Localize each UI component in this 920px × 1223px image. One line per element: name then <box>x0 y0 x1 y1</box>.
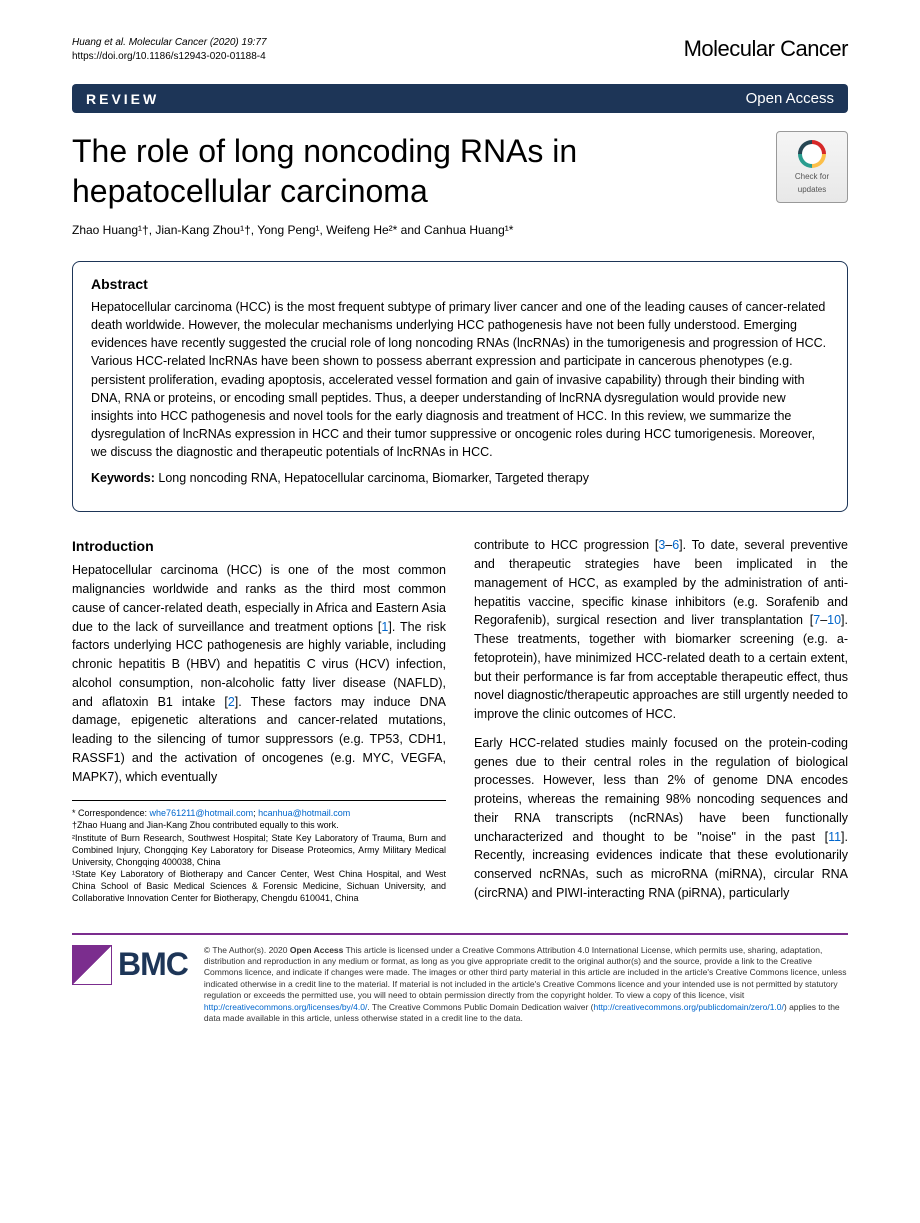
cc-by-link[interactable]: http://creativecommons.org/licenses/by/4… <box>204 1002 367 1012</box>
bmc-text: BMC <box>118 946 188 983</box>
abstract-body: Hepatocellular carcinoma (HCC) is the mo… <box>91 298 829 461</box>
bmc-logo: BMC <box>72 945 188 985</box>
equal-contrib: †Zhao Huang and Jian-Kang Zhou contribut… <box>72 819 446 831</box>
article-type-label: REVIEW <box>86 91 159 107</box>
running-header: Huang et al. Molecular Cancer (2020) 19:… <box>72 36 848 64</box>
author-list: Zhao Huang¹†, Jian-Kang Zhou¹†, Yong Pen… <box>72 223 848 237</box>
cc0-link[interactable]: http://creativecommons.org/publicdomain/… <box>593 1002 783 1012</box>
ref-11[interactable]: 11 <box>828 830 841 844</box>
open-access-bold: Open Access <box>290 945 344 955</box>
intro-para-2: contribute to HCC progression [3–6]. To … <box>474 536 848 724</box>
correspondence-line: * Correspondence: whe761211@hotmail.com;… <box>72 807 446 819</box>
intro-para-1: Hepatocellular carcinoma (HCC) is one of… <box>72 561 446 786</box>
abstract-box: Abstract Hepatocellular carcinoma (HCC) … <box>72 261 848 512</box>
introduction-heading: Introduction <box>72 536 446 557</box>
keywords-label: Keywords: <box>91 471 155 485</box>
affiliation-2: ²Institute of Burn Research, Southwest H… <box>72 832 446 868</box>
crossmark-line1: Check for <box>795 172 829 181</box>
left-column: Introduction Hepatocellular carcinoma (H… <box>72 536 446 912</box>
ref-2[interactable]: 2 <box>228 695 235 709</box>
citation-text: Huang et al. Molecular Cancer (2020) 19:… <box>72 36 267 50</box>
keywords-line: Keywords: Long noncoding RNA, Hepatocell… <box>91 469 829 487</box>
open-access-label: Open Access <box>746 90 834 107</box>
keywords-text: Long noncoding RNA, Hepatocellular carci… <box>155 471 589 485</box>
correspondence-footnotes: * Correspondence: whe761211@hotmail.com;… <box>72 800 446 904</box>
article-type-banner: REVIEW Open Access <box>72 84 848 113</box>
license-text: © The Author(s). 2020 Open Access This a… <box>204 945 848 1025</box>
ref-10[interactable]: 10 <box>827 613 841 627</box>
crossmark-icon <box>798 140 826 168</box>
license-footer: BMC © The Author(s). 2020 Open Access Th… <box>72 933 848 1025</box>
corr-email-1[interactable]: whe761211@hotmail.com <box>150 808 254 818</box>
citation-block: Huang et al. Molecular Cancer (2020) 19:… <box>72 36 267 64</box>
corr-email-2[interactable]: hcanhua@hotmail.com <box>258 808 350 818</box>
body-columns: Introduction Hepatocellular carcinoma (H… <box>72 536 848 912</box>
journal-name: Molecular Cancer <box>684 36 848 62</box>
article-title: The role of long noncoding RNAs in hepat… <box>72 131 756 211</box>
doi-text: https://doi.org/10.1186/s12943-020-01188… <box>72 50 267 64</box>
affiliation-1: ¹State Key Laboratory of Biotherapy and … <box>72 868 446 904</box>
right-column: contribute to HCC progression [3–6]. To … <box>474 536 848 912</box>
crossmark-badge[interactable]: Check for updates <box>776 131 848 203</box>
abstract-heading: Abstract <box>91 276 829 292</box>
crossmark-line2: updates <box>798 185 826 194</box>
intro-para-3: Early HCC-related studies mainly focused… <box>474 734 848 903</box>
bmc-square-icon <box>72 945 112 985</box>
